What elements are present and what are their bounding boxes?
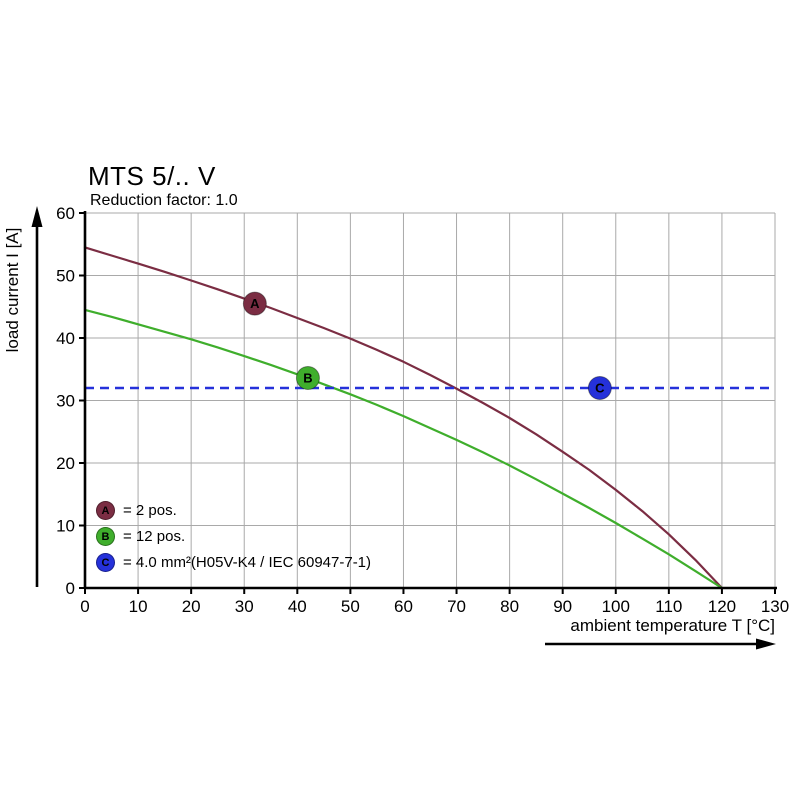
svg-text:50: 50 [56, 267, 75, 286]
marker-c [587, 376, 612, 400]
svg-text:40: 40 [56, 329, 75, 348]
svg-text:70: 70 [447, 597, 466, 616]
svg-text:80: 80 [500, 597, 519, 616]
svg-text:0: 0 [80, 597, 89, 616]
legend-label-a: = 2 pos. [123, 502, 177, 519]
x-axis-arrowhead [756, 638, 776, 650]
series-curves [83, 246, 775, 590]
legend-item-b: B = 12 pos. [96, 527, 371, 546]
legend-label-c: = 4.0 mm²(H05V-K4 / IEC 60947-7-1) [123, 554, 372, 571]
svg-text:30: 30 [235, 597, 254, 616]
y-axis-label: load current I [A] [3, 228, 22, 353]
chart-title: MTS 5/.. V [88, 161, 216, 191]
svg-text:90: 90 [553, 597, 572, 616]
series-c-marker-icon: C [96, 553, 115, 572]
marker-b [295, 366, 320, 390]
point-markers: A B C [242, 291, 612, 400]
chart-subtitle: Reduction factor: 1.0 [90, 192, 238, 209]
svg-text:100: 100 [602, 597, 630, 616]
svg-text:B: B [303, 371, 312, 386]
svg-text:20: 20 [182, 597, 201, 616]
svg-text:30: 30 [56, 392, 75, 411]
legend-label-b: = 12 pos. [123, 528, 186, 545]
axis-arrows [31, 206, 776, 650]
series-b-curve [83, 308, 723, 590]
series-b-marker-icon: B [96, 527, 115, 546]
svg-text:20: 20 [56, 454, 75, 473]
svg-text:60: 60 [394, 597, 413, 616]
svg-text:10: 10 [56, 517, 75, 536]
x-tick-labels: 0 10 20 30 40 50 60 70 80 90 100 110 120 130 [80, 588, 789, 616]
svg-text:110: 110 [655, 597, 682, 616]
legend-item-c: C = 4.0 mm²(H05V-K4 / IEC 60947-7-1) [96, 553, 371, 572]
y-axis-arrowhead [31, 206, 43, 227]
legend-item-a: A = 2 pos. [96, 501, 371, 520]
series-a-marker-icon: A [96, 501, 115, 520]
y-tick-labels: 0 10 20 30 40 50 60 [56, 204, 85, 598]
svg-text:0: 0 [66, 579, 75, 598]
svg-text:40: 40 [288, 597, 307, 616]
svg-text:C: C [595, 381, 605, 396]
svg-text:60: 60 [56, 204, 75, 223]
legend: A = 2 pos. B = 12 pos. C = 4.0 mm²(H05V-… [96, 501, 371, 572]
series-a-curve [83, 246, 723, 590]
svg-text:130: 130 [761, 597, 789, 616]
svg-text:50: 50 [341, 597, 360, 616]
svg-text:A: A [250, 296, 260, 311]
svg-text:10: 10 [129, 597, 148, 616]
x-axis-label: ambient temperature T [°C] [570, 616, 775, 635]
marker-a [242, 291, 267, 316]
svg-text:120: 120 [708, 597, 736, 616]
